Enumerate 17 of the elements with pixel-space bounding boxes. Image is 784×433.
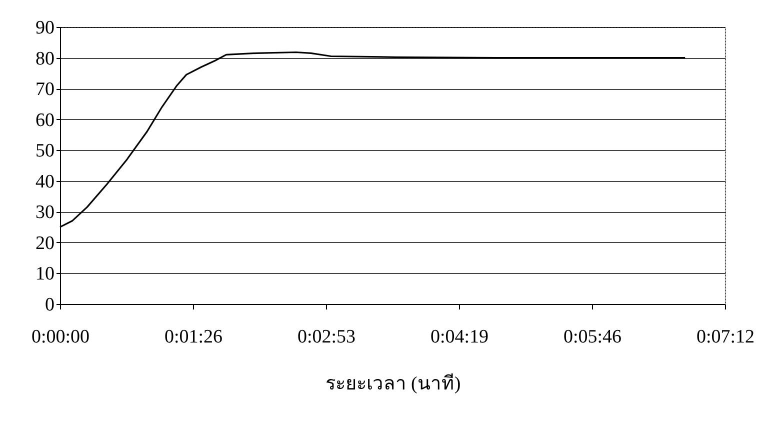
x-tick-label: 0:02:53 bbox=[297, 326, 356, 348]
y-tick-label: 20 bbox=[36, 232, 54, 254]
x-tick-label: 0:07:12 bbox=[696, 326, 755, 348]
y-tick-label: 90 bbox=[36, 18, 54, 38]
x-tick-label: 0:00:00 bbox=[31, 326, 90, 348]
y-tick-label: 10 bbox=[36, 264, 54, 285]
y-tick-label: 50 bbox=[36, 140, 54, 162]
y-tick-label: 80 bbox=[36, 48, 54, 70]
x-axis-title: ระยะเวลา (นาที) bbox=[325, 372, 461, 394]
y-tick-label: 40 bbox=[36, 171, 54, 192]
x-tick-label: 0:01:26 bbox=[164, 326, 223, 348]
y-tick-label: 0 bbox=[45, 294, 54, 316]
y-tick-label: 70 bbox=[36, 79, 54, 100]
y-tick-label: 30 bbox=[36, 202, 54, 224]
x-tick-label: 0:04:19 bbox=[430, 326, 489, 348]
x-tick-label: 0:05:46 bbox=[563, 326, 622, 348]
y-tick-label: 60 bbox=[36, 110, 54, 131]
